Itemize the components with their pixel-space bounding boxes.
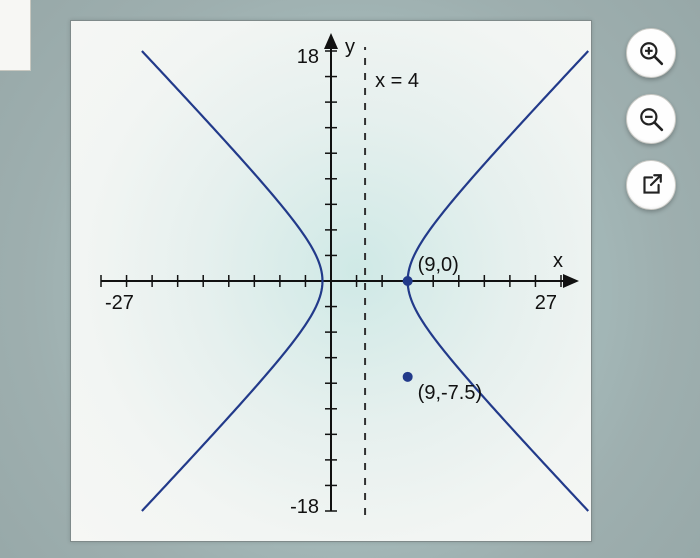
plot-point <box>403 276 413 286</box>
x-axis-arrow <box>563 274 579 288</box>
vertical-line-label: x = 4 <box>375 70 419 92</box>
x-min-label: -27 <box>105 292 134 314</box>
open-new-window-button[interactable] <box>626 160 676 210</box>
x-axis-label: x <box>553 250 563 272</box>
plot-point-label: (9,-7.5) <box>418 382 482 404</box>
open-new-window-icon <box>638 172 664 198</box>
zoom-in-button[interactable] <box>626 28 676 78</box>
zoom-in-icon <box>638 40 664 66</box>
sidebar-fragment <box>0 0 31 71</box>
toolbar <box>626 28 676 210</box>
y-max-label: 18 <box>297 46 319 68</box>
chart-card: -27 27 18 -18 y x x = 4 (9,0) (9,-7.5) <box>70 20 592 542</box>
y-min-label: -18 <box>290 496 319 518</box>
x-max-label: 27 <box>535 292 557 314</box>
y-axis-arrow <box>324 33 338 49</box>
zoom-out-icon <box>638 106 664 132</box>
page-root: -27 27 18 -18 y x x = 4 (9,0) (9,-7.5) <box>0 0 700 558</box>
y-axis-label: y <box>345 36 355 58</box>
plot-point-label: (9,0) <box>418 254 459 276</box>
zoom-out-button[interactable] <box>626 94 676 144</box>
plot-point <box>403 372 413 382</box>
chart-svg: -27 27 18 -18 y x x = 4 (9,0) (9,-7.5) <box>71 21 591 541</box>
